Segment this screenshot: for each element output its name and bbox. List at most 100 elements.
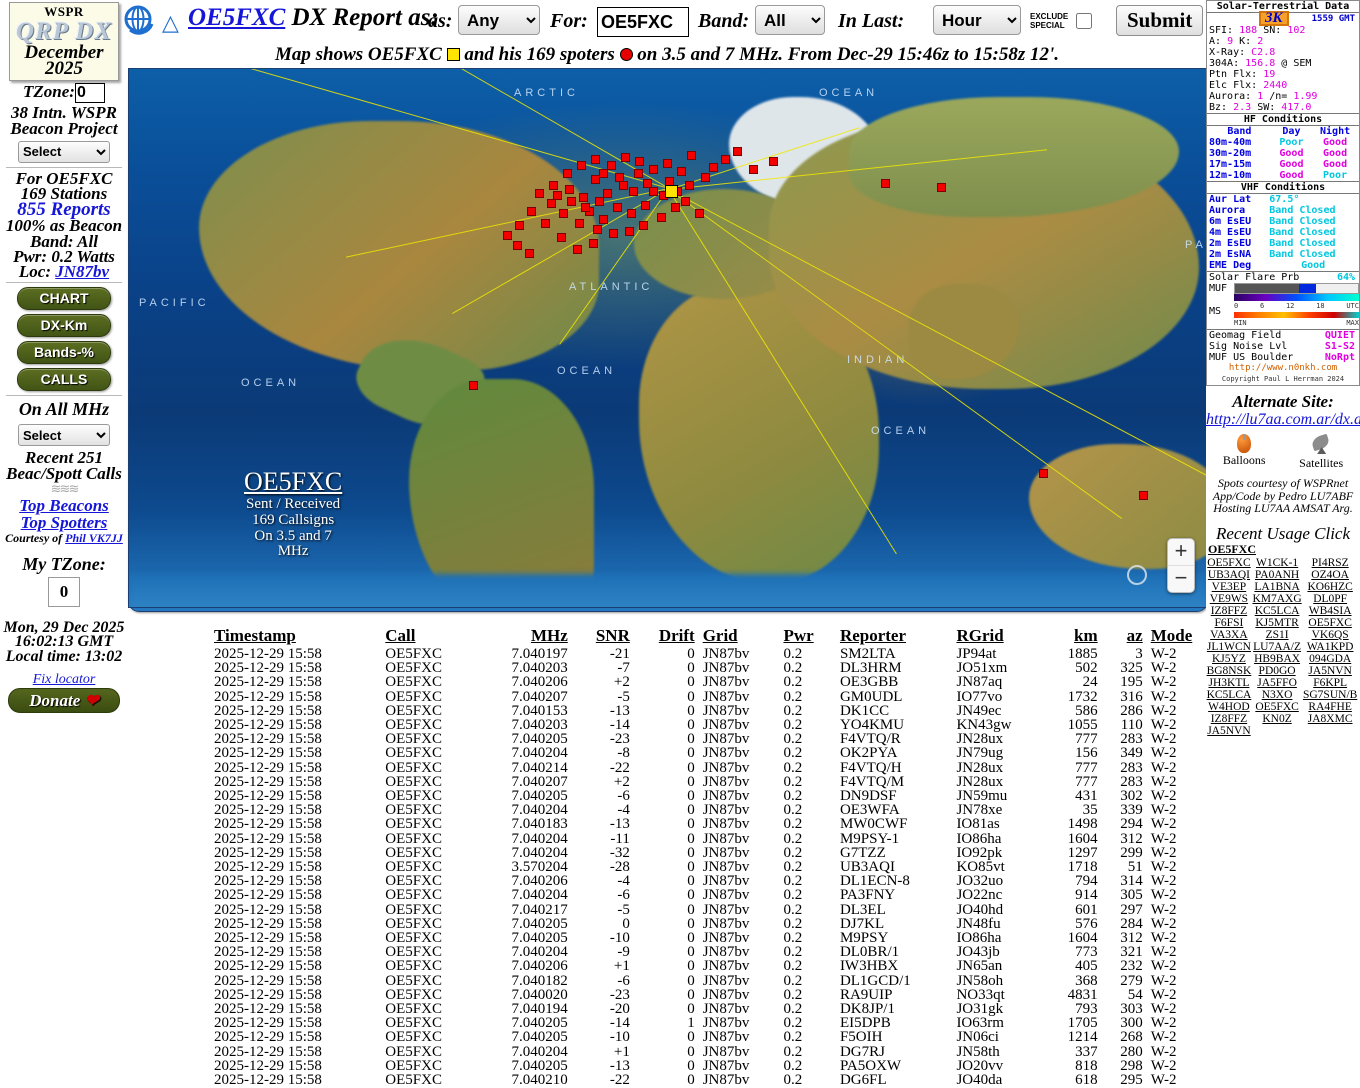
- recent-call-link[interactable]: PA0ANH: [1254, 568, 1300, 581]
- recent-call-link[interactable]: VE3EP: [1211, 580, 1247, 593]
- table-row[interactable]: 2025-12-29 15:58 OE5FXC 3.570204 -28 0 JN87bv…: [210, 859, 1220, 874]
- recent-call-link[interactable]: KJ5MTR: [1255, 616, 1299, 629]
- recent-call-link[interactable]: F6KPL: [1313, 676, 1348, 689]
- table-row[interactable]: 2025-12-29 15:58 OE5FXC 7.040020 -23 0 JN87bv…: [210, 987, 1220, 1002]
- recent-call-link[interactable]: HB9BAX: [1254, 652, 1301, 665]
- table-row[interactable]: 2025-12-29 15:58 OE5FXC 7.040210 -22 0 JN87bv…: [210, 1072, 1220, 1087]
- top-spotters-link[interactable]: Top Spotters: [20, 513, 108, 532]
- dx-km-button[interactable]: DX-Km: [17, 314, 111, 338]
- qrp-dx-logo[interactable]: WSPR QRP DX December 2025: [9, 2, 119, 82]
- table-row[interactable]: 2025-12-29 15:58 OE5FXC 7.040207 -5 0 JN87bv 0…: [210, 689, 1220, 704]
- zoom-out-button[interactable]: −: [1174, 565, 1188, 590]
- table-row[interactable]: 2025-12-29 15:58 OE5FXC 7.040214 -22 0 JN87bv…: [210, 760, 1220, 775]
- recent-call-link[interactable]: IZ8FFZ: [1210, 712, 1248, 725]
- recent-call-link[interactable]: JL1WCN: [1206, 640, 1251, 653]
- recent-call-link[interactable]: RA4FHE: [1308, 700, 1352, 713]
- recent-call-link[interactable]: SG7SUN/B: [1302, 688, 1358, 701]
- band-select[interactable]: All: [755, 5, 825, 35]
- top-beacons-link[interactable]: Top Beacons: [19, 496, 109, 515]
- table-col-rgrid[interactable]: RGrid: [956, 626, 1004, 645]
- mhz-select[interactable]: Select: [18, 424, 110, 447]
- recent-call-link[interactable]: JA5NVN: [1308, 664, 1352, 677]
- recent-call-link[interactable]: JA5NVN: [1207, 724, 1251, 737]
- table-row[interactable]: 2025-12-29 15:58 OE5FXC 7.040204 -6 0 JN87bv 0…: [210, 888, 1220, 903]
- table-col-mhz[interactable]: MHz: [530, 626, 568, 645]
- recent-call-link[interactable]: JH3KTL: [1208, 676, 1250, 689]
- table-col-snr[interactable]: SNR: [595, 626, 630, 645]
- alternate-site-link[interactable]: http://lu7aa.com.ar/dx.asp: [1206, 411, 1360, 428]
- recent-call-link[interactable]: KC5LCA: [1254, 604, 1300, 617]
- recent-call-link[interactable]: JA8XMC: [1307, 712, 1353, 725]
- recent-call-link[interactable]: LA1BNA: [1254, 580, 1300, 593]
- table-col-reporter[interactable]: Reporter: [839, 626, 907, 645]
- recent-call-link[interactable]: VK6QS: [1311, 628, 1349, 641]
- table-col-az[interactable]: az: [1126, 626, 1143, 645]
- table-col-pwr[interactable]: Pwr: [783, 626, 814, 645]
- table-col-drift[interactable]: Drift: [658, 626, 695, 645]
- recent-call-link[interactable]: VE9WS: [1209, 592, 1249, 605]
- chart-button[interactable]: CHART: [17, 287, 111, 311]
- table-row[interactable]: 2025-12-29 15:58 OE5FXC 7.040204 -11 0 JN87bv…: [210, 831, 1220, 846]
- submit-button[interactable]: Submit: [1116, 5, 1204, 36]
- table-col-timestamp[interactable]: Timestamp: [214, 626, 296, 645]
- n0nkh-site-link[interactable]: http://www.n0nkh.com: [1228, 363, 1338, 373]
- calls-button[interactable]: CALLS: [17, 368, 111, 392]
- table-row[interactable]: 2025-12-29 15:58 OE5FXC 7.040205 -10 0 JN87bv…: [210, 930, 1220, 945]
- table-col-km[interactable]: km: [1074, 626, 1098, 645]
- table-row[interactable]: 2025-12-29 15:58 OE5FXC 7.040182 -6 0 JN87bv 0…: [210, 973, 1220, 988]
- recent-call-link[interactable]: JA5FFO: [1257, 676, 1297, 689]
- reports-count[interactable]: 855 Reports: [17, 199, 111, 221]
- recent-call-link[interactable]: KO6HZC: [1307, 580, 1353, 593]
- table-row[interactable]: 2025-12-29 15:58 OE5FXC 7.040205 -6 0 JN87bv 0…: [210, 788, 1220, 803]
- recent-call-link[interactable]: OE5FXC: [1255, 700, 1299, 713]
- balloons-group[interactable]: Balloons: [1223, 434, 1266, 471]
- table-row[interactable]: 2025-12-29 15:58 OE5FXC 7.040203 -14 0 JN87bv…: [210, 717, 1220, 732]
- table-row[interactable]: 2025-12-29 15:58 OE5FXC 7.040217 -5 0 JN87bv 0…: [210, 902, 1220, 917]
- recent-call-link[interactable]: KJ5YZ: [1211, 652, 1246, 665]
- title-callsign-link[interactable]: OE5FXC: [188, 4, 286, 31]
- transmitter-marker[interactable]: [665, 185, 678, 198]
- recent-call-link[interactable]: KN0Z: [1262, 712, 1292, 725]
- recent-call-link[interactable]: 094GDA: [1309, 652, 1352, 665]
- recent-call-link[interactable]: WB4SIA: [1308, 604, 1352, 617]
- recent-call-link[interactable]: OE5FXC: [1308, 616, 1352, 629]
- recent-call-link[interactable]: N3XO: [1261, 688, 1293, 701]
- as-select[interactable]: Any: [458, 5, 540, 35]
- recent-call-link[interactable]: DL0PF: [1313, 592, 1348, 605]
- recent-call-link[interactable]: LU7AA/Z: [1253, 640, 1302, 653]
- recent-call-link[interactable]: OZ4OA: [1311, 568, 1349, 581]
- table-row[interactable]: 2025-12-29 15:58 OE5FXC 7.040204 -9 0 JN87bv 0…: [210, 945, 1220, 960]
- inlast-select[interactable]: Hour: [933, 5, 1021, 35]
- map-zoom-controls[interactable]: + −: [1167, 538, 1195, 593]
- table-row[interactable]: 2025-12-29 15:58 OE5FXC 7.040203 -7 0 JN87bv 0…: [210, 661, 1220, 676]
- recent-call-link[interactable]: UB3AQI: [1207, 568, 1251, 581]
- table-col-call[interactable]: Call: [385, 626, 416, 645]
- recent-call-link[interactable]: W4HOD: [1208, 700, 1250, 713]
- donate-button[interactable]: Donate ❤: [8, 688, 120, 714]
- table-row[interactable]: 2025-12-29 15:58 OE5FXC 7.040153 -13 0 JN87bv…: [210, 703, 1220, 718]
- for-input[interactable]: [597, 7, 689, 37]
- table-row[interactable]: 2025-12-29 15:58 OE5FXC 7.040206 -4 0 JN87bv 0…: [210, 874, 1220, 889]
- recent-call-link[interactable]: OE5FXC: [1207, 556, 1251, 569]
- fix-locator-link[interactable]: Fix locator: [32, 672, 96, 688]
- recent-call-link[interactable]: PD0GO: [1258, 664, 1296, 677]
- table-col-grid[interactable]: Grid: [702, 626, 738, 645]
- recent-call-link[interactable]: ZS1I: [1265, 628, 1289, 641]
- recent-call-link[interactable]: PI4RSZ: [1311, 556, 1349, 569]
- recent-call-link[interactable]: BG8NSK: [1206, 664, 1252, 677]
- zoom-in-button[interactable]: +: [1168, 539, 1194, 566]
- table-row[interactable]: 2025-12-29 15:58 OE5FXC 7.040207 +2 0 JN87bv 0…: [210, 774, 1220, 789]
- table-row[interactable]: 2025-12-29 15:58 OE5FXC 7.040206 +1 0 JN87bv 0…: [210, 959, 1220, 974]
- table-row[interactable]: 2025-12-29 15:58 OE5FXC 7.040183 -13 0 JN87bv…: [210, 817, 1220, 832]
- bands-pct-button[interactable]: Bands-%: [17, 341, 111, 365]
- table-row[interactable]: 2025-12-29 15:58 OE5FXC 7.040205 -10 0 JN87bv…: [210, 1030, 1220, 1045]
- recent-call-link[interactable]: VA3XA: [1210, 628, 1248, 641]
- exclude-special-group[interactable]: EXCLUDE SPECIAL: [1030, 10, 1095, 32]
- table-row[interactable]: 2025-12-29 15:58 OE5FXC 7.040194 -20 0 JN87bv…: [210, 1001, 1220, 1016]
- table-row[interactable]: 2025-12-29 15:58 OE5FXC 7.040205 0 0 JN87bv 0.…: [210, 916, 1220, 931]
- globe-icon[interactable]: [122, 4, 156, 38]
- recent-call-link[interactable]: IZ8FFZ: [1210, 604, 1248, 617]
- courtesy-name-link[interactable]: Phil VK7JJ: [65, 531, 123, 545]
- table-row[interactable]: 2025-12-29 15:58 OE5FXC 7.040204 -4 0 JN87bv 0…: [210, 803, 1220, 818]
- beacon-select[interactable]: Select: [18, 140, 110, 163]
